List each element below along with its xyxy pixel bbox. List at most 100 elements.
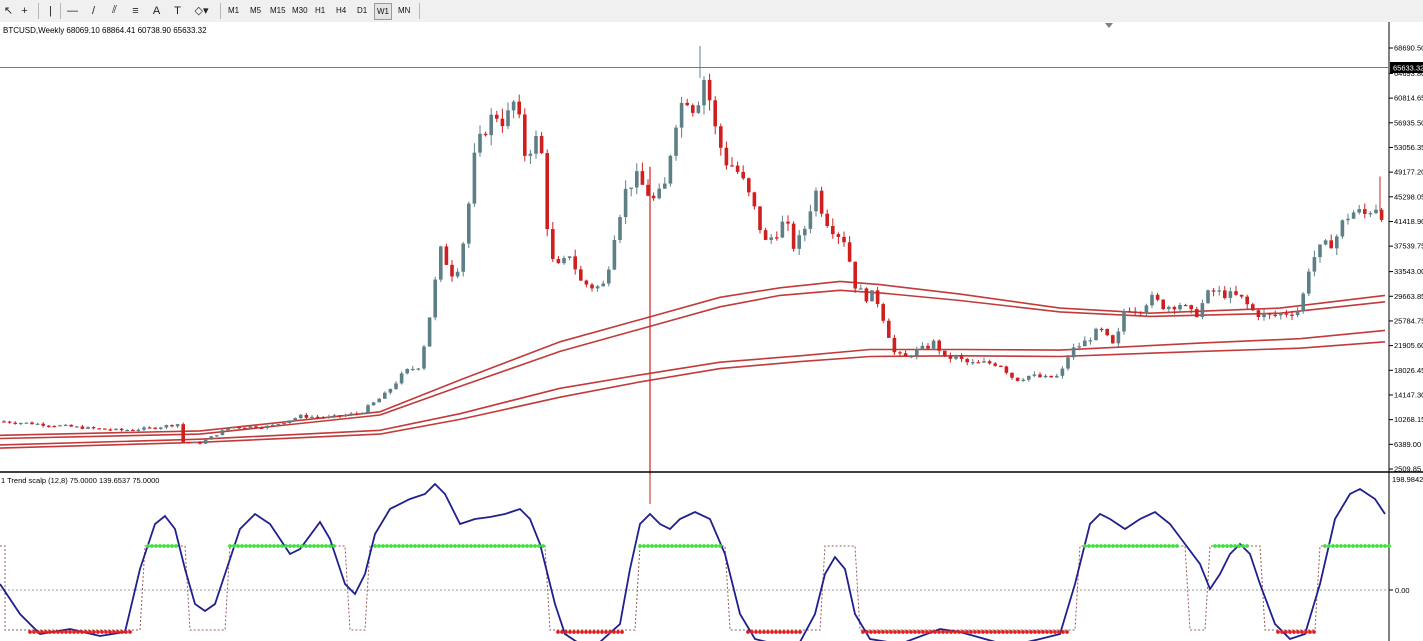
candle-bull [427, 317, 432, 347]
signal-dot-down [877, 630, 881, 634]
timeframe-d1-button[interactable]: D1 [357, 6, 368, 15]
signal-dot-up [650, 544, 654, 548]
signal-dot-down [921, 630, 925, 634]
timeframe-h1-button[interactable]: H1 [315, 6, 326, 15]
cursor-icon[interactable]: ↖ [3, 5, 14, 17]
signal-dot-up [706, 544, 710, 548]
candle-bull [674, 127, 678, 156]
signal-dot-down [80, 630, 84, 634]
signal-dot-up [174, 544, 178, 548]
candle-bull [607, 269, 611, 284]
fibonacci-icon[interactable]: ≡ [132, 4, 139, 17]
signal-dot-up [642, 544, 646, 548]
horizontal-line-icon[interactable]: — [67, 4, 78, 17]
candle-bear [355, 413, 359, 415]
text-label-icon[interactable]: T [174, 4, 181, 17]
candle-bull [1318, 244, 1322, 258]
text-icon[interactable]: A [152, 4, 161, 17]
signal-dot-down [1017, 630, 1021, 634]
timeframe-m30-button[interactable]: M30 [292, 6, 308, 15]
indicator-title: 1 Trend scalp (12,8) 75.0000 139.6537 75… [1, 476, 159, 485]
signal-dot-down [746, 630, 750, 634]
timeframe-w1-button[interactable]: W1 [374, 3, 392, 20]
signal-dot-up [662, 544, 666, 548]
candle-bull [612, 239, 617, 270]
signal-dot-up [1245, 544, 1249, 548]
candle-bear [97, 428, 101, 430]
signal-dot-down [941, 630, 945, 634]
indicator-window[interactable]: 1 Trend scalp (12,8) 75.0000 139.6537 75… [0, 474, 1423, 641]
vertical-line-icon[interactable]: | [49, 4, 52, 17]
signal-dot-down [1304, 630, 1308, 634]
candle-bear [321, 417, 325, 419]
signal-dot-down [556, 630, 560, 634]
signal-dot-up [248, 544, 252, 548]
timeframe-m5-button[interactable]: M5 [250, 6, 262, 15]
signal-dot-up [654, 544, 658, 548]
candle-bull [142, 427, 146, 430]
signal-dot-up [525, 544, 529, 548]
timeframe-h4-button[interactable]: H4 [336, 6, 347, 15]
price-label: 18026.45 [1394, 366, 1423, 375]
candle-bull [411, 368, 415, 371]
candle-bull [567, 256, 572, 258]
signal-dot-down [873, 630, 877, 634]
candle-bull [159, 427, 163, 429]
candle-bull [343, 415, 348, 417]
candle-bull [769, 237, 773, 240]
timeframe-mn-button[interactable]: MN [398, 6, 411, 15]
candle-bull [909, 356, 913, 358]
candle-bear [1155, 294, 1160, 300]
candle-bear [1329, 240, 1333, 249]
price-label: 53056.35 [1394, 143, 1423, 152]
shapes-icon[interactable]: ◇▾ [194, 5, 209, 17]
price-axis: 68690.50 64693.80 60814.65 56935.50 53056.35… [1389, 44, 1423, 474]
candle-bear [52, 425, 57, 428]
signal-dot-up [1119, 544, 1123, 548]
candle-bull [982, 361, 986, 363]
signal-dot-down [1041, 630, 1045, 634]
candle-bull [1083, 340, 1087, 347]
candle-bull [1228, 291, 1233, 298]
signal-dot-down [112, 630, 116, 634]
signal-dot-down [1284, 630, 1288, 634]
signal-dot-up [146, 544, 150, 548]
candle-bull [399, 373, 404, 384]
candle-bear [1189, 305, 1193, 310]
signal-dot-up [465, 544, 469, 548]
trendline-icon[interactable]: / [91, 4, 96, 17]
signal-dot-up [1095, 544, 1099, 548]
timeframe-m1-button[interactable]: M1 [228, 6, 240, 15]
candle-bull [915, 349, 919, 357]
candle-bull [192, 441, 197, 443]
signal-dot-up [252, 544, 256, 548]
timeframe-m15-button[interactable]: M15 [270, 6, 286, 15]
signal-dot-up [509, 544, 513, 548]
signal-dot-up [417, 544, 421, 548]
channel-icon[interactable]: ⫽ [112, 4, 117, 16]
candle-bear [1267, 313, 1272, 315]
price-label: 37539.75 [1394, 242, 1423, 251]
price-chart[interactable]: BTCUSD,Weekly 68069.10 68864.41 60738.90… [0, 22, 1423, 474]
signal-dot-down [917, 630, 921, 634]
chart-shift-marker[interactable] [1105, 23, 1113, 28]
candle-bear [1133, 311, 1137, 313]
candle-bear [517, 101, 521, 115]
signal-dot-up [1115, 544, 1119, 548]
signal-dot-up [646, 544, 650, 548]
candle-bull [1077, 346, 1081, 348]
signal-dot-down [1049, 630, 1053, 634]
candle-bear [1127, 311, 1132, 313]
signal-dot-down [120, 630, 124, 634]
candle-bear [187, 442, 191, 444]
candle-bull [366, 405, 370, 413]
signal-dot-up [280, 544, 284, 548]
signal-dot-up [328, 544, 332, 548]
crosshair-icon[interactable]: + [21, 4, 28, 17]
signal-dot-up [1241, 544, 1245, 548]
candle-bear [181, 424, 185, 443]
candle-bear [69, 424, 73, 427]
price-label: 64693.80 [1394, 69, 1423, 78]
candle-bull [1217, 290, 1221, 292]
candle-bear [1363, 209, 1367, 214]
